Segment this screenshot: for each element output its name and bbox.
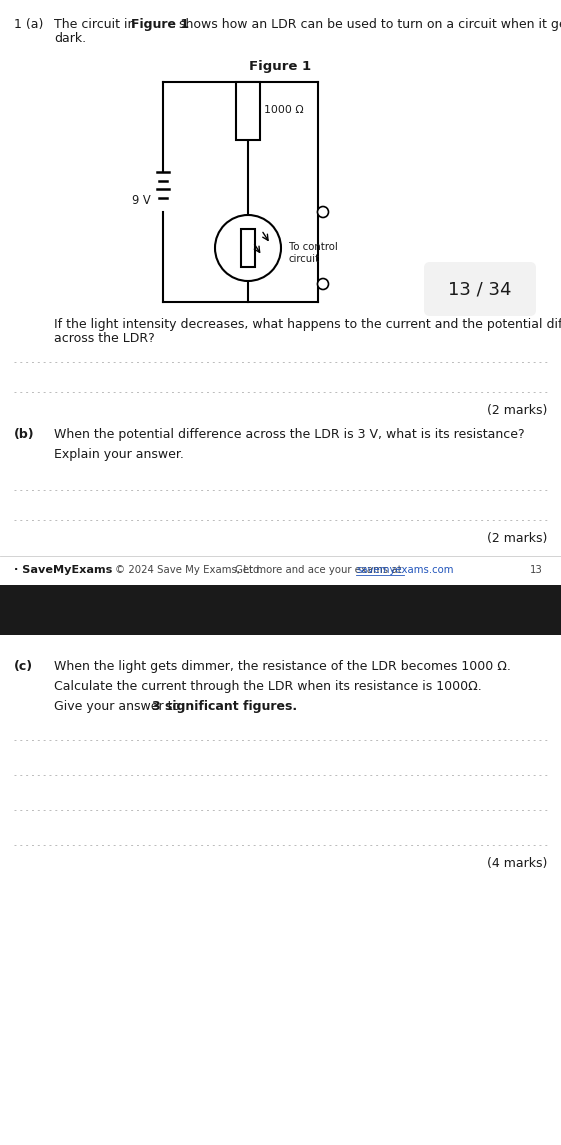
FancyBboxPatch shape	[424, 262, 536, 316]
Text: The circuit in: The circuit in	[54, 18, 139, 31]
Text: (2 marks): (2 marks)	[486, 532, 547, 545]
Text: (4 marks): (4 marks)	[486, 856, 547, 870]
Text: dark.: dark.	[54, 32, 86, 45]
Text: Calculate the current through the LDR when its resistance is 1000Ω.: Calculate the current through the LDR wh…	[54, 680, 482, 693]
Text: 13 / 34: 13 / 34	[448, 281, 512, 298]
Circle shape	[318, 278, 329, 290]
Text: When the potential difference across the LDR is 3 V, what is its resistance?: When the potential difference across the…	[54, 428, 525, 441]
Text: When the light gets dimmer, the resistance of the LDR becomes 1000 Ω.: When the light gets dimmer, the resistan…	[54, 660, 511, 673]
Text: across the LDR?: across the LDR?	[54, 332, 155, 345]
Text: shows how an LDR can be used to turn on a circuit when it gets: shows how an LDR can be used to turn on …	[175, 18, 561, 31]
Text: savemyexams.com: savemyexams.com	[356, 564, 453, 575]
Text: (c): (c)	[14, 660, 33, 673]
Text: To control
circuit: To control circuit	[289, 242, 338, 264]
Text: Explain your answer.: Explain your answer.	[54, 448, 184, 461]
Text: Get more and ace your exams at: Get more and ace your exams at	[235, 564, 405, 575]
Text: 3 significant figures.: 3 significant figures.	[152, 700, 297, 713]
Text: 1 (a): 1 (a)	[14, 18, 43, 31]
Text: Give your answer to: Give your answer to	[54, 700, 184, 713]
Text: 9 V: 9 V	[132, 194, 151, 207]
Circle shape	[215, 215, 281, 281]
Text: · SaveMyExams: · SaveMyExams	[14, 564, 112, 575]
Text: If the light intensity decreases, what happens to the current and the potential : If the light intensity decreases, what h…	[54, 318, 561, 331]
Text: © 2024 Save My Exams, Ltd.: © 2024 Save My Exams, Ltd.	[115, 564, 263, 575]
Circle shape	[318, 206, 329, 218]
Bar	[241, 229, 255, 267]
Text: Figure 1: Figure 1	[131, 18, 189, 31]
Text: (2 marks): (2 marks)	[486, 404, 547, 417]
Text: 1000 Ω: 1000 Ω	[264, 105, 304, 115]
Text: (b): (b)	[14, 428, 35, 441]
Text: 13: 13	[530, 564, 543, 575]
Text: Figure 1: Figure 1	[249, 60, 311, 73]
Bar	[0, 585, 561, 635]
Bar	[236, 82, 260, 140]
